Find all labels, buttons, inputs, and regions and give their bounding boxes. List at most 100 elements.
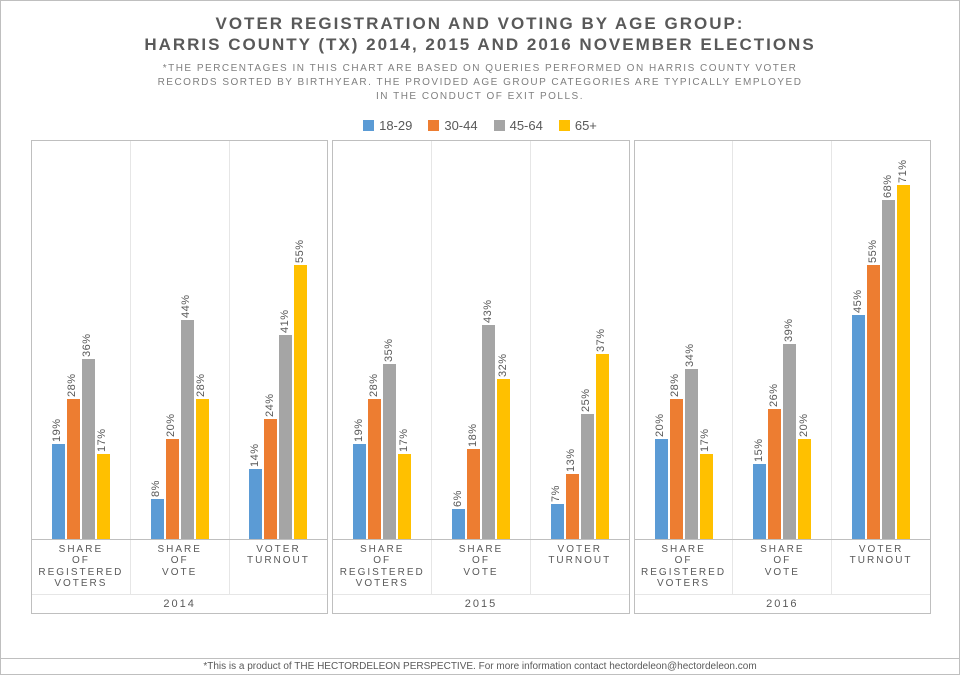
legend-swatch xyxy=(363,120,374,131)
bar-value-label: 34% xyxy=(684,344,696,368)
bar: 19% xyxy=(52,444,65,539)
bar-value-label: 6% xyxy=(452,490,464,507)
bar: 26% xyxy=(768,409,781,538)
bar-value-label: 36% xyxy=(81,334,93,358)
category-label-row: SHAREOFREGISTEREDVOTERSSHAREOFVOTEVOTERT… xyxy=(333,540,628,594)
bar-value-label: 19% xyxy=(51,418,63,442)
legend-item: 65+ xyxy=(559,118,597,133)
x-year-panel: SHAREOFREGISTEREDVOTERSSHAREOFVOTEVOTERT… xyxy=(31,540,328,615)
bar-value-label: 32% xyxy=(497,354,509,378)
bar: 36% xyxy=(82,359,95,538)
subtitle: *THE PERCENTAGES IN THIS CHART ARE BASED… xyxy=(31,62,929,104)
bar: 37% xyxy=(596,354,609,538)
bar: 14% xyxy=(249,469,262,539)
bar: 43% xyxy=(482,325,495,539)
bar-group: 19%28%35%17% xyxy=(333,141,432,539)
title-line-1: VOTER REGISTRATION AND VOTING BY AGE GRO… xyxy=(31,13,929,34)
x-year-panel: SHAREOFREGISTEREDVOTERSSHAREOFVOTEVOTERT… xyxy=(332,540,629,615)
x-axis-categories: SHAREOFREGISTEREDVOTERSSHAREOFVOTEVOTERT… xyxy=(31,540,931,615)
year-label: 2016 xyxy=(635,594,930,614)
category-label: SHAREOFVOTE xyxy=(733,540,832,594)
bar-value-label: 41% xyxy=(279,309,291,333)
year-panel: 19%28%35%17%6%18%43%32%7%13%25%37% xyxy=(332,140,629,540)
bar-value-label: 13% xyxy=(565,448,577,472)
legend-item: 18-29 xyxy=(363,118,412,133)
category-label: VOTERTURNOUT xyxy=(230,540,328,594)
bar: 71% xyxy=(897,185,910,538)
bar-value-label: 20% xyxy=(798,413,810,437)
bar: 17% xyxy=(700,454,713,539)
bar-value-label: 28% xyxy=(66,374,78,398)
year-label: 2014 xyxy=(32,594,327,614)
bar-value-label: 35% xyxy=(383,339,395,363)
bar-group: 15%26%39%20% xyxy=(733,141,832,539)
bar: 55% xyxy=(294,265,307,539)
bar: 55% xyxy=(867,265,880,539)
year-label-row: 2016 xyxy=(635,594,930,614)
bar-value-label: 24% xyxy=(264,394,276,418)
bar: 28% xyxy=(67,399,80,538)
bar: 68% xyxy=(882,200,895,538)
bar: 39% xyxy=(783,344,796,538)
bar-value-label: 28% xyxy=(195,374,207,398)
category-label-row: SHAREOFREGISTEREDVOTERSSHAREOFVOTEVOTERT… xyxy=(635,540,930,594)
legend-item: 45-64 xyxy=(494,118,543,133)
bar-value-label: 25% xyxy=(580,389,592,413)
bar: 41% xyxy=(279,335,292,539)
bar-value-label: 14% xyxy=(249,443,261,467)
bar-group: 45%55%68%71% xyxy=(832,141,930,539)
bar: 19% xyxy=(353,444,366,539)
bar-value-label: 55% xyxy=(867,239,879,263)
footer-note: *This is a product of THE HECTORDELEON P… xyxy=(1,658,959,674)
chart-frame: VOTER REGISTRATION AND VOTING BY AGE GRO… xyxy=(0,0,960,675)
group-row: 19%28%36%17%8%20%44%28%14%24%41%55% xyxy=(32,141,327,539)
bar-value-label: 15% xyxy=(753,438,765,462)
bar: 18% xyxy=(467,449,480,539)
bar: 20% xyxy=(166,439,179,539)
bar: 20% xyxy=(655,439,668,539)
bar: 20% xyxy=(798,439,811,539)
chart-titles: VOTER REGISTRATION AND VOTING BY AGE GRO… xyxy=(31,13,929,104)
bar: 45% xyxy=(852,315,865,539)
legend-label: 45-64 xyxy=(510,118,543,133)
legend-item: 30-44 xyxy=(428,118,477,133)
year-panel: 19%28%36%17%8%20%44%28%14%24%41%55% xyxy=(31,140,328,540)
bar-value-label: 28% xyxy=(669,374,681,398)
bar: 28% xyxy=(368,399,381,538)
legend: 18-29 30-44 45-64 65+ xyxy=(31,118,929,134)
bar-group: 8%20%44%28% xyxy=(131,141,230,539)
category-label: SHAREOFREGISTEREDVOTERS xyxy=(333,540,432,594)
bar-value-label: 45% xyxy=(852,289,864,313)
chart-area: 19%28%36%17%8%20%44%28%14%24%41%55%19%28… xyxy=(31,140,931,600)
bar-value-label: 20% xyxy=(654,413,666,437)
bar: 28% xyxy=(196,399,209,538)
category-label: VOTERTURNOUT xyxy=(531,540,629,594)
bar: 13% xyxy=(566,474,579,539)
plot-area: 19%28%36%17%8%20%44%28%14%24%41%55%19%28… xyxy=(31,140,931,540)
bar: 17% xyxy=(97,454,110,539)
bar-group: 19%28%36%17% xyxy=(32,141,131,539)
category-label: SHAREOFREGISTEREDVOTERS xyxy=(635,540,734,594)
bar: 6% xyxy=(452,509,465,539)
bar-value-label: 37% xyxy=(595,329,607,353)
bar: 35% xyxy=(383,364,396,538)
bar-value-label: 17% xyxy=(398,428,410,452)
year-label: 2015 xyxy=(333,594,628,614)
legend-label: 30-44 xyxy=(444,118,477,133)
bar: 17% xyxy=(398,454,411,539)
bar-value-label: 55% xyxy=(294,239,306,263)
bar-value-label: 20% xyxy=(165,413,177,437)
bar: 24% xyxy=(264,419,277,538)
category-label-row: SHAREOFREGISTEREDVOTERSSHAREOFVOTEVOTERT… xyxy=(32,540,327,594)
bar-value-label: 18% xyxy=(467,423,479,447)
bar: 8% xyxy=(151,499,164,539)
bar-value-label: 26% xyxy=(768,384,780,408)
x-year-panel: SHAREOFREGISTEREDVOTERSSHAREOFVOTEVOTERT… xyxy=(634,540,931,615)
year-panel: 20%28%34%17%15%26%39%20%45%55%68%71% xyxy=(634,140,931,540)
bar: 28% xyxy=(670,399,683,538)
bar: 34% xyxy=(685,369,698,538)
group-row: 20%28%34%17%15%26%39%20%45%55%68%71% xyxy=(635,141,930,539)
legend-swatch xyxy=(428,120,439,131)
legend-swatch xyxy=(494,120,505,131)
category-label: SHAREOFREGISTEREDVOTERS xyxy=(32,540,131,594)
